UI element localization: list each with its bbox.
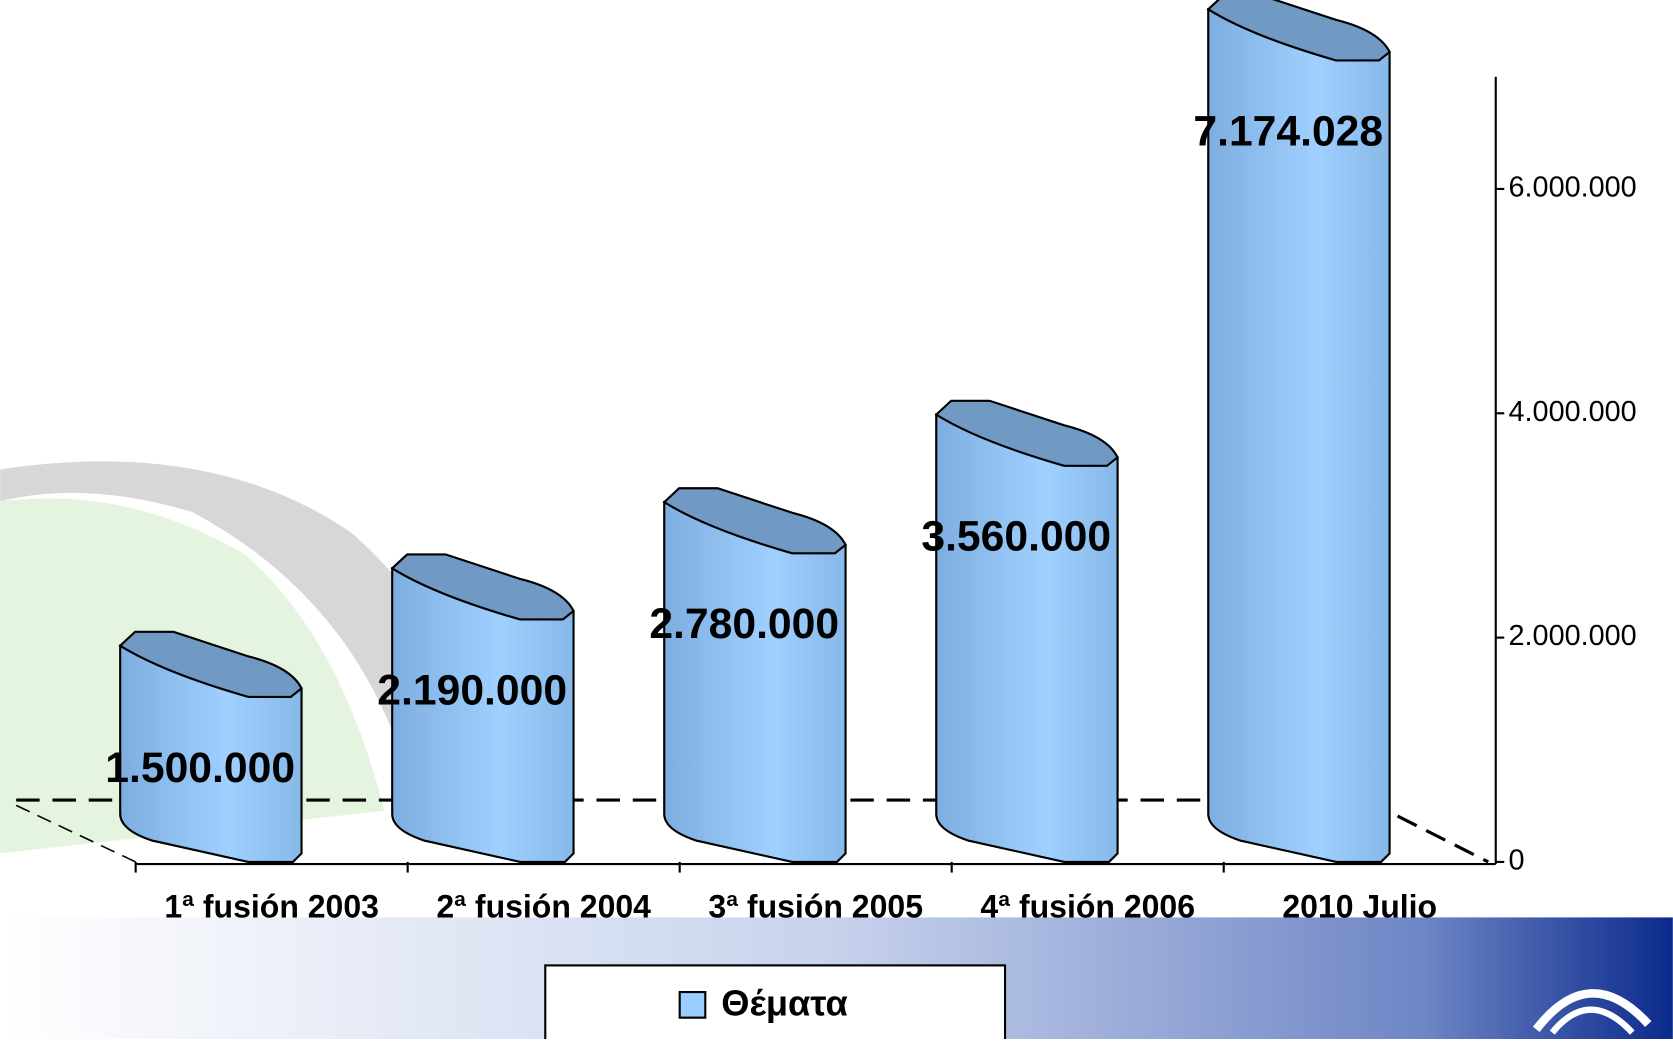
value-label: 3.560.000 (921, 513, 1111, 561)
x-tick-label: 4ª fusión 2006 (980, 888, 1195, 924)
x-tick-label: 2ª fusión 2004 (436, 888, 651, 924)
bar (1207, 7, 1391, 863)
legend-label: Θέματα (721, 983, 847, 1024)
y-tick-label: 0 (1509, 845, 1525, 877)
floor-line (1396, 814, 1489, 864)
bar (935, 413, 1119, 863)
bar-top (1206, 0, 1391, 62)
y-tick-label: 2.000.000 (1509, 620, 1637, 652)
logo (1549, 1006, 1635, 1035)
x-tick-label: 3ª fusión 2005 (708, 888, 923, 924)
x-tick-label: 1ª fusión 2003 (164, 888, 379, 924)
value-label: 1.500.000 (105, 744, 295, 792)
bar-top (934, 399, 1119, 467)
y-tick-label: 6.000.000 (1509, 172, 1637, 204)
bar-top (118, 630, 303, 698)
y-tick-label: 4.000.000 (1509, 396, 1637, 428)
bar (119, 644, 303, 863)
bar-top (390, 553, 575, 621)
bar-top (662, 487, 847, 555)
value-label: 7.174.028 (1193, 107, 1383, 155)
bar (663, 500, 847, 863)
value-label: 2.190.000 (377, 666, 567, 714)
value-label: 2.780.000 (649, 600, 839, 648)
legend-swatch (678, 990, 707, 1019)
x-tick-label: 2010 Julio (1282, 888, 1437, 924)
logo (1532, 989, 1652, 1033)
legend (544, 964, 1007, 1044)
bar (391, 566, 575, 863)
